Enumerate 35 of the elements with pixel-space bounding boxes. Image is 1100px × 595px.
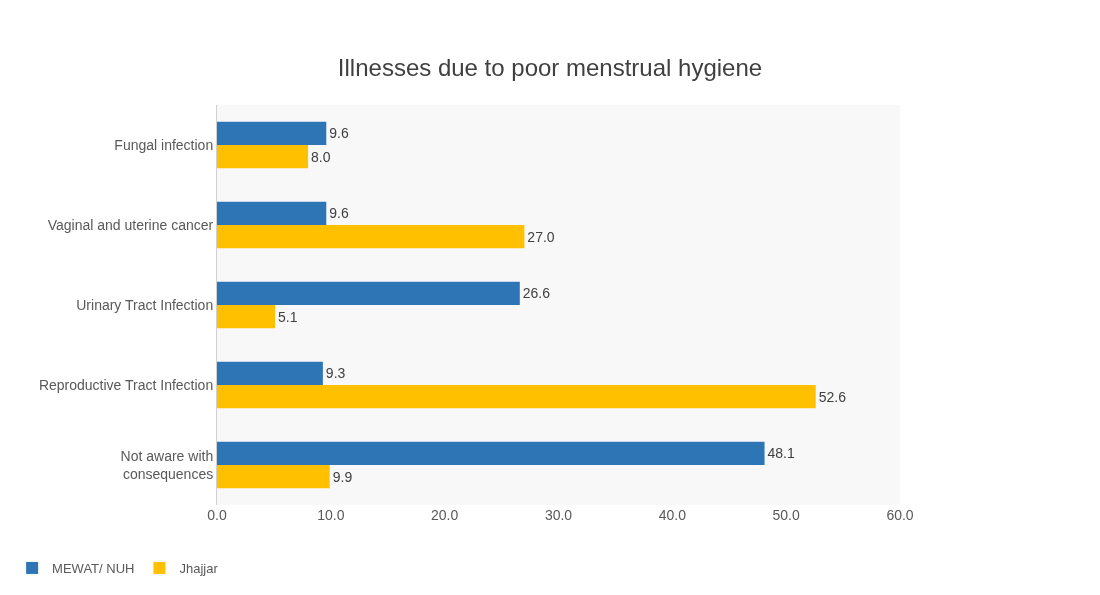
bar bbox=[217, 305, 276, 329]
data-label: 27.0 bbox=[527, 228, 555, 245]
x-tick-label: 60.0 bbox=[886, 507, 914, 523]
bar bbox=[217, 145, 309, 169]
data-label: 26.6 bbox=[522, 285, 551, 302]
data-label: 9.3 bbox=[325, 365, 346, 382]
data-label: 52.6 bbox=[818, 388, 847, 405]
chart-title: Illnesses due to poor menstrual hygiene bbox=[337, 54, 763, 82]
legend-label: MEWAT/ NUH bbox=[52, 561, 135, 577]
bar bbox=[217, 361, 323, 385]
data-label: 48.1 bbox=[767, 445, 795, 462]
x-tick-label: 30.0 bbox=[544, 507, 573, 523]
x-tick-label: 10.0 bbox=[317, 507, 345, 523]
data-label: 9.6 bbox=[329, 125, 349, 142]
data-label: 8.0 bbox=[311, 148, 331, 165]
bar bbox=[217, 201, 327, 225]
y-tick-label: Fungal infection bbox=[114, 136, 214, 153]
x-tick-label: 40.0 bbox=[658, 507, 687, 523]
legend-label: Jhajjar bbox=[179, 561, 219, 577]
bar bbox=[217, 465, 330, 489]
y-tick-label: Reproductive Tract Infection bbox=[38, 376, 214, 393]
data-label: 9.6 bbox=[329, 205, 349, 222]
bar bbox=[217, 441, 765, 465]
data-label: 5.1 bbox=[278, 308, 298, 325]
x-tick-label: 0.0 bbox=[207, 507, 227, 523]
x-tick-label: 50.0 bbox=[772, 507, 801, 523]
bar bbox=[217, 385, 816, 409]
data-label: 9.9 bbox=[332, 468, 353, 485]
y-tick-label: Vaginal and uterine cancer bbox=[47, 216, 214, 233]
y-tick-label: Urinary Tract Infection bbox=[76, 296, 214, 313]
bar bbox=[217, 121, 327, 145]
bar bbox=[217, 225, 525, 249]
bar bbox=[217, 281, 520, 305]
x-tick-label: 20.0 bbox=[431, 507, 459, 523]
y-tick-label: Not aware with consequences bbox=[120, 447, 214, 482]
